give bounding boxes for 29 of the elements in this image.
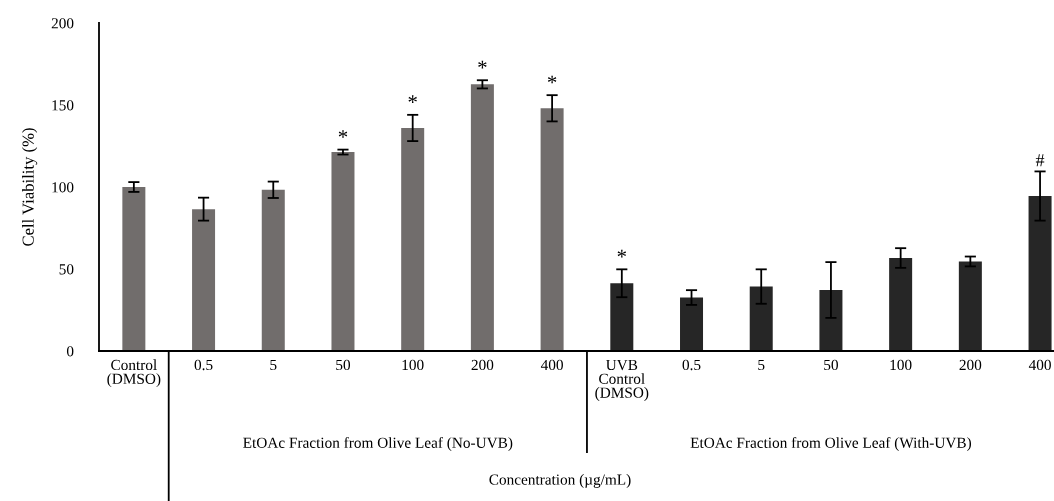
data-label: * [338, 130, 348, 138]
x-tick-label: 50 [824, 359, 838, 371]
data-label: * [478, 60, 487, 69]
x-tick-label: Control (DMSO) [107, 359, 161, 388]
data-label: * [547, 75, 557, 84]
data-label: # [1035, 154, 1045, 167]
y-tick-label: 50 [59, 264, 74, 275]
y-tick-label: 0 [66, 346, 74, 357]
y-tick-label: 200 [51, 18, 74, 29]
y-axis-title: Cell Viability (%) [22, 128, 38, 246]
x-tick-label: 50 [336, 359, 351, 371]
x-tick-label: 400 [1028, 359, 1051, 371]
x-tick-label: 0.5 [194, 359, 213, 371]
data-label: * [408, 95, 417, 104]
text: EtOAc Fraction from Olive Leaf (No-UVB) [243, 436, 513, 452]
text: EtOAc Fraction from Olive Leaf (With-UVB) [690, 436, 972, 452]
x-axis-title: Concentration (µg/mL) [489, 474, 631, 488]
y-tick-label: 100 [52, 182, 74, 193]
x-tick-label: UVB Control (DMSO) [595, 359, 649, 401]
data-label: * [617, 249, 627, 258]
y-tick-label: 150 [52, 100, 74, 111]
x-tick-label: 100 [402, 359, 424, 371]
x-tick-label: 5 [758, 359, 765, 371]
x-tick-label: 200 [471, 359, 494, 371]
x-tick-label: 200 [959, 359, 982, 371]
x-tick-label: 100 [890, 359, 912, 371]
x-tick-label: 5 [270, 359, 277, 371]
x-tick-label: 400 [540, 359, 563, 371]
x-tick-label: 0.5 [682, 359, 701, 371]
